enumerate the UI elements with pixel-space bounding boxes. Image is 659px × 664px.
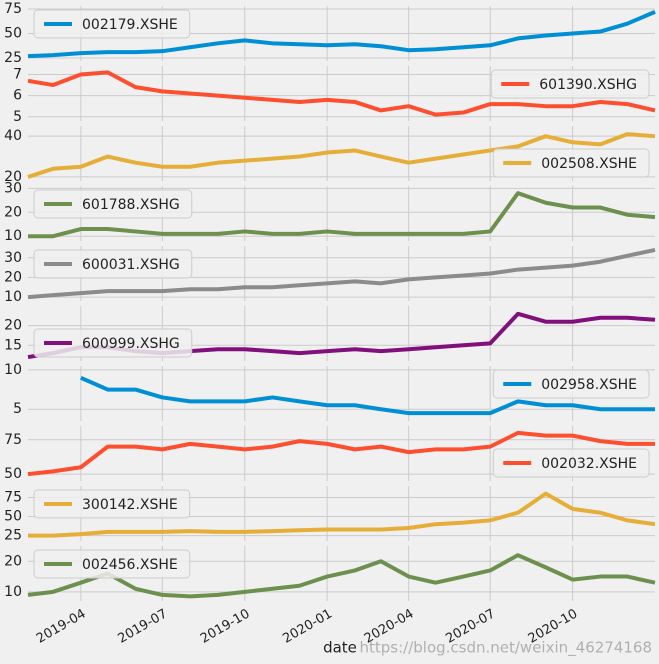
series-line bbox=[27, 10, 656, 59]
y-tick-label: 30 bbox=[4, 250, 22, 266]
series-line bbox=[28, 491, 656, 538]
y-tick-label: 30 bbox=[4, 180, 22, 196]
series-line bbox=[27, 132, 656, 179]
legend-box bbox=[492, 369, 650, 399]
legend: 002179.XSHE bbox=[33, 9, 191, 39]
series-line bbox=[28, 191, 656, 239]
series-line bbox=[27, 70, 656, 117]
y-tick-label: 20 bbox=[4, 553, 22, 569]
y-tick-label: 5 bbox=[13, 109, 22, 125]
series-line bbox=[27, 247, 656, 300]
y-tick-label: 20 bbox=[4, 169, 22, 185]
y-tick-label: 5 bbox=[13, 401, 22, 417]
legend: 002958.XSHE bbox=[492, 369, 650, 399]
legend: 600999.XSHG bbox=[33, 328, 193, 358]
y-tick-label: 15 bbox=[4, 337, 22, 353]
y-tick-label: 75 bbox=[4, 432, 22, 448]
legend: 601788.XSHG bbox=[33, 189, 193, 219]
y-tick-label: 10 bbox=[4, 362, 22, 378]
legend-box bbox=[492, 448, 650, 478]
legend: 601390.XSHG bbox=[490, 69, 650, 99]
legend-box bbox=[33, 189, 193, 219]
series-line bbox=[27, 553, 656, 599]
legend: 300142.XSHE bbox=[33, 489, 191, 519]
legend-box bbox=[33, 9, 191, 39]
watermark: https://blog.csdn.net/weixin_46274168 bbox=[359, 639, 652, 658]
y-tick-label: 50 bbox=[4, 509, 22, 525]
series-line bbox=[27, 430, 655, 477]
legend: 002456.XSHE bbox=[33, 549, 191, 579]
legend-box bbox=[492, 148, 650, 178]
y-tick-label: 10 bbox=[4, 289, 22, 305]
legend: 600031.XSHG bbox=[33, 249, 193, 279]
legend-label: 002179.XSHE bbox=[82, 17, 178, 33]
y-tick-label: 50 bbox=[4, 466, 22, 482]
y-tick-label: 7 bbox=[13, 66, 22, 82]
y-tick-label: 25 bbox=[4, 50, 22, 66]
y-tick-label: 6 bbox=[13, 88, 22, 104]
x-tick-label: 2019-04 bbox=[34, 607, 89, 647]
legend: 002508.XSHE bbox=[492, 148, 650, 178]
legend-label: 601788.XSHG bbox=[82, 197, 180, 213]
y-tick-label: 50 bbox=[4, 26, 22, 42]
legend-label: 002958.XSHE bbox=[541, 377, 637, 393]
y-tick-label: 10 bbox=[4, 228, 22, 244]
legend-label: 002032.XSHE bbox=[541, 456, 637, 472]
x-axis-label: date bbox=[323, 639, 357, 657]
y-tick-label: 75 bbox=[4, 489, 22, 505]
legend-box bbox=[33, 549, 191, 579]
legend-label: 601390.XSHG bbox=[539, 77, 637, 93]
legend: 002032.XSHE bbox=[492, 448, 650, 478]
y-tick-label: 75 bbox=[4, 1, 22, 17]
legend-box bbox=[33, 249, 193, 279]
legend-label: 002456.XSHE bbox=[82, 557, 178, 573]
series-line bbox=[80, 375, 655, 416]
y-tick-label: 20 bbox=[4, 204, 22, 220]
y-tick-label: 40 bbox=[4, 128, 22, 144]
legend-label: 002508.XSHE bbox=[541, 156, 637, 172]
legend-label: 300142.XSHE bbox=[82, 497, 178, 513]
x-tick-label: 2019-07 bbox=[116, 607, 171, 647]
y-tick-label: 20 bbox=[4, 318, 22, 334]
legend-box bbox=[33, 328, 193, 358]
x-tick-label: 2019-10 bbox=[198, 607, 253, 647]
y-tick-label: 25 bbox=[4, 528, 22, 544]
legend-box bbox=[490, 69, 650, 99]
legend-label: 600031.XSHG bbox=[82, 257, 180, 273]
legend-label: 600999.XSHG bbox=[82, 336, 180, 352]
y-tick-label: 20 bbox=[4, 269, 22, 285]
legend-box bbox=[33, 489, 191, 519]
y-tick-label: 10 bbox=[4, 584, 22, 600]
